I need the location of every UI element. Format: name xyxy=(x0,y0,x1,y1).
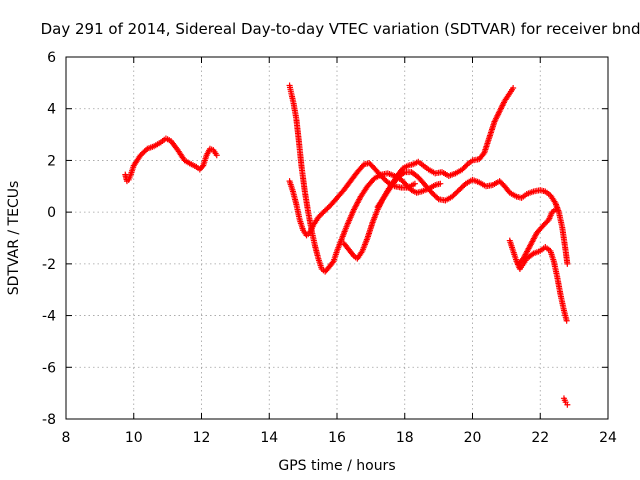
series-arc-2 xyxy=(286,82,444,275)
y-tick-label: -2 xyxy=(42,257,56,273)
data-point xyxy=(411,180,418,187)
data-point xyxy=(563,317,570,324)
series-arc-4 xyxy=(340,85,517,262)
data-points xyxy=(122,82,571,408)
data-point xyxy=(461,181,468,188)
y-tick-label: 0 xyxy=(47,205,56,221)
y-tick-label: 2 xyxy=(47,153,56,169)
data-point xyxy=(142,147,149,154)
series-arc-5 xyxy=(374,169,571,267)
data-point xyxy=(510,85,517,92)
y-tick-label: 6 xyxy=(47,50,56,66)
data-point xyxy=(437,180,444,187)
x-tick-label: 12 xyxy=(193,430,211,446)
y-tick-label: -4 xyxy=(42,309,56,325)
x-tick-label: 10 xyxy=(125,430,143,446)
x-tick-label: 20 xyxy=(464,430,482,446)
axis-ticks xyxy=(65,56,609,420)
chart-title: Day 291 of 2014, Sidereal Day-to-day VTE… xyxy=(41,20,640,38)
x-tick-label: 16 xyxy=(328,430,346,446)
grid-lines xyxy=(66,57,608,419)
x-axis-title: GPS time / hours xyxy=(278,458,395,474)
data-point xyxy=(434,194,441,201)
data-point xyxy=(529,251,536,258)
series-arc-3 xyxy=(286,160,418,239)
y-axis-title: SDTVAR / TECUs xyxy=(6,181,22,296)
data-point xyxy=(552,206,559,213)
data-point xyxy=(383,178,390,185)
data-point xyxy=(564,260,571,267)
x-tick-label: 8 xyxy=(62,430,71,446)
y-tick-label: -8 xyxy=(42,412,56,428)
data-point xyxy=(213,152,220,159)
series-arc-1 xyxy=(122,135,220,185)
data-point xyxy=(564,401,571,408)
series-arc-6 xyxy=(506,237,570,324)
x-tick-label: 18 xyxy=(396,430,414,446)
data-point xyxy=(199,163,206,170)
x-tick-label: 22 xyxy=(531,430,549,446)
series-arc-8 xyxy=(560,395,571,408)
data-point xyxy=(329,259,336,266)
series-arc-7 xyxy=(515,206,559,267)
data-point xyxy=(400,170,407,177)
y-tick-label: 4 xyxy=(47,102,56,118)
plot-frame xyxy=(65,56,609,420)
y-tick-label: -6 xyxy=(42,360,56,376)
x-tick-label: 24 xyxy=(599,430,617,446)
x-tick-label: 14 xyxy=(260,430,278,446)
